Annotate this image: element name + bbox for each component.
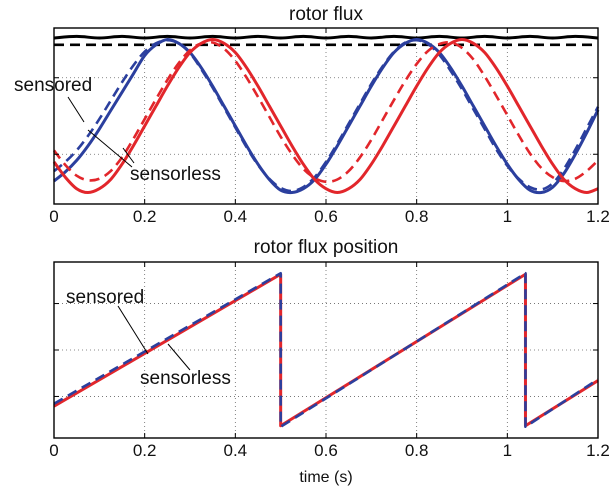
- x-tick-label: 0.6: [314, 207, 338, 226]
- rotor-flux-title: rotor flux: [289, 4, 363, 25]
- rotor-flux-position-series: [53, 271, 599, 429]
- series-line-red_dashed: [52, 40, 599, 184]
- x-tick-label: 0.4: [224, 207, 248, 226]
- sensorless-leader-top-b: [122, 147, 135, 164]
- sensored-leader-top: [67, 96, 85, 123]
- x-tick-label: 0.4: [224, 441, 248, 460]
- series-line-red_solid: [52, 37, 599, 195]
- x-axis-label: time (s): [299, 469, 352, 486]
- rotor-flux-grid: [54, 28, 598, 204]
- x-tick-label: 0: [49, 441, 58, 460]
- x-tick-label: 1: [503, 207, 512, 226]
- sensored-annotation-bottom: sensored: [66, 287, 144, 308]
- x-tick-label: 0.8: [405, 441, 429, 460]
- x-tick-label: 0.6: [314, 441, 338, 460]
- rotor-flux-series: [52, 34, 600, 195]
- series-line-magnitude_solid: [53, 34, 599, 40]
- sensorless-leader-bottom: [167, 343, 191, 371]
- rotor-flux-position-title: rotor flux position: [254, 237, 399, 258]
- x-tick-label: 0.8: [405, 207, 429, 226]
- rotor-flux-panel: rotor flux 0 0.2 0.4 0.6 0.8 1 1.2 sensored se…: [14, 4, 610, 226]
- series-line-pos_blue: [53, 271, 599, 429]
- sensored-leader-bottom: [117, 305, 149, 355]
- sensorless-leader-top-a: [87, 129, 133, 168]
- x-tick-label: 0.2: [133, 441, 157, 460]
- x-tick-label: 1: [503, 441, 512, 460]
- rotor-flux-position-x-ticks: 0 0.2 0.4 0.6 0.8 1 1.2: [49, 262, 610, 460]
- x-tick-label: 1.2: [586, 441, 610, 460]
- rotor-flux-position-panel: rotor flux position 0 0.2 0.4 0.6 0.8 1 1.2 se…: [49, 237, 610, 486]
- sensorless-annotation-top: sensorless: [130, 164, 221, 185]
- x-tick-label: 0.2: [133, 207, 157, 226]
- rotor-flux-x-ticks: 0 0.2 0.4 0.6 0.8 1 1.2: [49, 28, 610, 226]
- series-line-blue_dashed: [53, 38, 600, 193]
- sensored-annotation-top: sensored: [14, 75, 92, 96]
- sensorless-annotation-bottom: sensorless: [140, 368, 231, 389]
- x-tick-label: 0: [49, 207, 58, 226]
- x-tick-label: 1.2: [586, 207, 610, 226]
